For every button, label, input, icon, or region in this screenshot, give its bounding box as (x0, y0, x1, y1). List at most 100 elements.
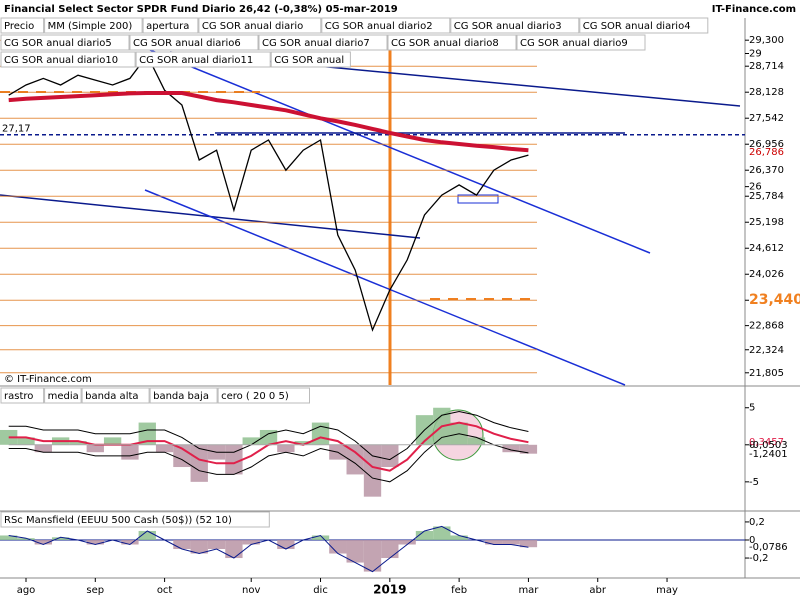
legend-box (149, 387, 218, 404)
area-bar (34, 539, 52, 545)
value-marker: -0,0503 (749, 440, 788, 451)
legend-box (0, 51, 136, 68)
histogram-bar (103, 437, 122, 445)
box-annotation (457, 194, 499, 204)
legend-box (0, 17, 45, 34)
histogram-bar (138, 422, 156, 445)
x-tick-label: feb (451, 585, 467, 596)
y-tick-label: 24,612 (749, 243, 784, 254)
y-tick-label: 28,714 (749, 61, 784, 72)
area-bar (450, 535, 468, 540)
legend-label: CG SOR anual diario11 (139, 55, 253, 66)
area-bar (138, 530, 156, 540)
y-tick-label: 26,956 (749, 139, 784, 150)
legend-box (44, 387, 82, 404)
x-tick-label: ago (17, 585, 36, 596)
histogram-bar (519, 444, 538, 454)
legend-label: CG SOR anual diario5 (4, 38, 112, 49)
area-bar (381, 539, 399, 559)
histogram-bar (0, 429, 18, 445)
area-bar (363, 539, 382, 572)
legend-box (258, 34, 388, 51)
value-marker: -0,0786 (749, 542, 788, 553)
histogram-bar (502, 444, 520, 453)
y-tick-label: 28,128 (749, 87, 784, 98)
y-tick-label: 29,300 (749, 35, 784, 46)
legend-label: banda alta (85, 391, 138, 402)
area-bar (51, 537, 70, 540)
area-bar (207, 539, 226, 550)
legend-label: cero ( 20 0 5) (221, 391, 289, 402)
legend-label: CG SOR anual diario4 (583, 21, 691, 32)
histogram-bar (381, 444, 399, 468)
legend-box (579, 17, 709, 34)
area-bar (17, 538, 35, 540)
legend-box (387, 34, 517, 51)
y-tick-label: 23,440 (749, 292, 800, 308)
histogram-bar (467, 437, 486, 445)
area-bar (398, 539, 416, 545)
legend-label: CG SOR anual diario6 (133, 38, 241, 49)
histogram-bar (86, 444, 104, 453)
y-tick-label: 21,805 (749, 368, 784, 379)
y-minor-tick-label: 26 (749, 182, 762, 193)
copyright: © IT-Finance.com (4, 374, 92, 385)
x-tick-label: dic (313, 585, 328, 596)
legend-box (0, 34, 130, 51)
trend-line (149, 49, 651, 254)
x-tick-label: oct (157, 585, 173, 596)
area-bar (346, 539, 364, 563)
area-bar (415, 530, 434, 540)
histogram-bar (277, 444, 295, 453)
y-tick-label: 22,868 (749, 321, 784, 332)
histogram-bar (69, 441, 87, 445)
series-line (8, 91, 529, 153)
legend-box (0, 387, 45, 404)
legend-label: rastro (4, 391, 33, 402)
area-bar (485, 539, 503, 545)
x-tick-label: nov (242, 585, 260, 596)
legend-box (142, 17, 199, 34)
legend-box (44, 17, 143, 34)
legend-box (135, 51, 271, 68)
series-line (8, 54, 529, 332)
area-bar (225, 539, 243, 559)
y-tick-label: 0,2 (749, 517, 765, 528)
value-marker: 26,786 (749, 147, 784, 158)
histogram-bar (242, 437, 260, 445)
y-minor-tick-label: 29 (749, 49, 762, 60)
histogram-bar (155, 444, 174, 453)
legend-box (516, 34, 646, 51)
legend-box (450, 17, 580, 34)
legend-box (217, 387, 311, 404)
legend-box (198, 17, 322, 34)
histogram-bar (121, 444, 139, 460)
area-bar (433, 526, 451, 540)
y-tick-label: 25,198 (749, 217, 784, 228)
legend-box (0, 511, 270, 528)
brand: IT-Finance.com (712, 4, 796, 15)
histogram-bar (294, 441, 312, 445)
y-tick-label: 24,026 (749, 269, 784, 280)
x-tick-label: abr (589, 585, 606, 596)
series-line (8, 525, 529, 573)
area-bar (502, 539, 520, 545)
legend-label: CG SOR anual diario8 (391, 38, 499, 49)
y-tick-label: -0,2 (749, 553, 769, 564)
area-bar (311, 535, 330, 540)
legend-box (81, 387, 150, 404)
y-tick-label: 26,370 (749, 165, 784, 176)
legend-label: CG SOR anual diario9 (520, 38, 628, 49)
value-marker: -1,2401 (749, 449, 788, 460)
x-tick-label: sep (86, 585, 104, 596)
y-tick-label: 0 (749, 440, 755, 451)
histogram-bar (190, 444, 208, 482)
histogram-bar (363, 444, 382, 497)
area-bar (277, 539, 295, 550)
legend-label: CG SOR anual diario3 (454, 21, 562, 32)
legend-label: Precio (4, 21, 34, 32)
legend-label: MM (Simple 200) (48, 21, 133, 32)
y-tick-label: -5 (749, 477, 759, 488)
x-tick-label: mar (518, 585, 539, 596)
area-bar (242, 539, 260, 545)
